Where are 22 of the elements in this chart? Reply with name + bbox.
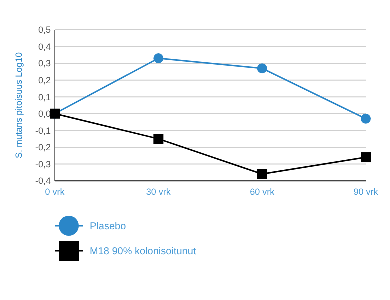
y-tick-label: 0,1: [38, 92, 51, 102]
y-tick-label: -0,3: [35, 159, 51, 170]
point: [361, 152, 371, 163]
point: [154, 54, 164, 64]
point: [361, 114, 371, 124]
y-tick-label: 0,2: [38, 75, 51, 86]
x-tick-label: 0 vrk: [45, 187, 66, 197]
point: [154, 134, 164, 144]
y-tick-label: 0,3: [38, 58, 51, 69]
y-tick-label: 0,4: [38, 42, 51, 52]
y-tick-label: -0,4: [35, 176, 51, 186]
y-axis-title: S. mutans pitoisuus Log10: [14, 52, 24, 159]
x-tick-label: 90 vrk: [354, 187, 379, 197]
y-tick-label: 0,5: [38, 25, 51, 36]
x-tick-label: 30 vrk: [146, 187, 172, 197]
y-tick-label: -0,1: [35, 126, 51, 136]
x-tick-label: 60 vrk: [250, 187, 276, 197]
y-tick-label: -0,2: [35, 142, 51, 153]
legend-label: Plasebo: [90, 222, 127, 232]
point: [257, 169, 268, 180]
legend-label: M18 90% kolonisoitunut: [90, 246, 196, 258]
point: [257, 64, 268, 74]
